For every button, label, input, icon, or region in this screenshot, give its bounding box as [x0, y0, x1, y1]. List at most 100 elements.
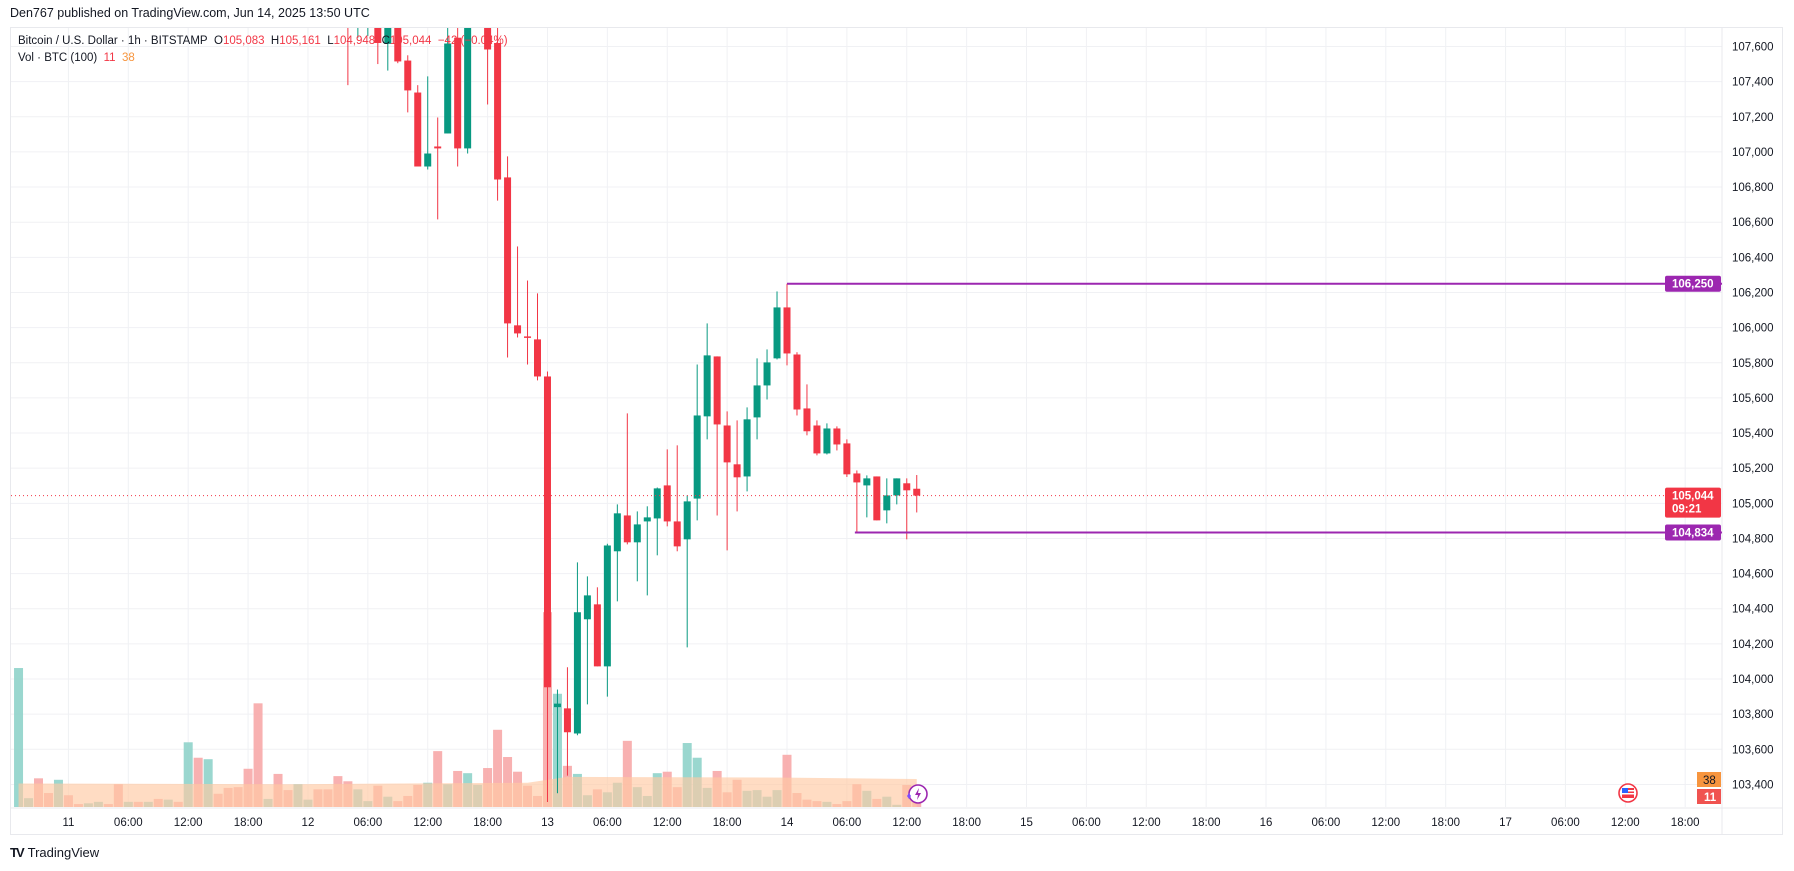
symbol-title: Bitcoin / U.S. Dollar · 1h · BITSTAMP — [18, 35, 208, 47]
candle-down — [534, 339, 541, 377]
candle-down — [434, 146, 442, 149]
resistance-price-tag-bg — [1665, 275, 1721, 292]
candle-down — [843, 443, 851, 475]
candle-down — [813, 425, 821, 454]
price-label: 105,600 — [1732, 393, 1774, 405]
price-label: 103,600 — [1732, 744, 1774, 756]
candle-down — [543, 376, 551, 688]
time-label: 16 — [1260, 817, 1273, 829]
tradingview-watermark[interactable]: TV TradingView — [10, 845, 99, 860]
volume-tag: 11 — [1704, 792, 1717, 804]
support-price-tag: 104,834 — [1672, 527, 1714, 539]
price-label: 106,000 — [1732, 323, 1774, 335]
candle-down — [803, 408, 811, 432]
grid — [11, 28, 1782, 834]
volume-value: 11 — [103, 52, 116, 64]
time-label: 12:00 — [174, 817, 203, 829]
candle-down — [514, 325, 522, 334]
candle-up — [613, 513, 621, 552]
price-label: 104,800 — [1732, 533, 1774, 545]
time-axis[interactable]: 11 06:00 12:00 18:00 12 06:00 12:00 18:00 13 06:0… — [62, 817, 1699, 829]
time-label: 06:00 — [593, 817, 622, 829]
volume-bar-down — [622, 740, 632, 807]
candle-down — [344, 0, 351, 20]
volume-bar-down — [253, 703, 263, 807]
volume-ma-value: 38 — [121, 52, 135, 64]
candle-up — [703, 355, 711, 417]
candle-down — [454, 37, 462, 149]
price-label: 105,400 — [1732, 428, 1774, 440]
symbol-legend[interactable]: Bitcoin / U.S. Dollar · 1h · BITSTAMP O1… — [18, 35, 508, 47]
price-axis[interactable]: 107,600 107,400 107,200 107,000 106,800 106,6… — [1732, 42, 1774, 792]
candle-up — [474, 0, 481, 11]
time-label: 11 — [62, 817, 74, 829]
candle-up — [693, 415, 701, 499]
candle-up — [573, 612, 581, 734]
candles — [344, 0, 921, 803]
candle-up — [763, 362, 771, 386]
price-label: 105,800 — [1732, 358, 1774, 370]
support-price-tag-bg — [1665, 524, 1721, 541]
candle-down — [593, 604, 601, 667]
volume-bar-up — [682, 743, 692, 807]
tradingview-logo-icon: TV — [10, 845, 25, 860]
volume-bar-up — [183, 742, 193, 807]
current-price-tag-bg — [1665, 487, 1721, 518]
candle-down — [623, 515, 631, 543]
candle-up — [364, 0, 371, 3]
price-label: 103,800 — [1732, 709, 1774, 721]
time-label: 18:00 — [713, 817, 742, 829]
candle-down — [663, 485, 671, 522]
candle-down — [783, 307, 791, 354]
watermark-text: TradingView — [27, 845, 100, 860]
candle-up — [633, 524, 641, 543]
time-label: 12:00 — [653, 817, 682, 829]
candle-up — [553, 703, 561, 708]
price-label: 106,200 — [1732, 287, 1774, 299]
candle-up — [444, 43, 452, 134]
volume-pane — [14, 612, 922, 807]
time-label: 18:00 — [473, 817, 502, 829]
lightning-icon[interactable] — [907, 784, 928, 804]
time-label: 15 — [1020, 817, 1033, 829]
price-label: 104,600 — [1732, 569, 1774, 581]
candle-up — [384, 28, 392, 44]
open-label: O — [213, 35, 223, 47]
price-label: 105,200 — [1732, 463, 1774, 475]
candle-down — [853, 473, 861, 483]
current-price-tag-countdown: 09:21 — [1672, 504, 1702, 516]
candle-up — [583, 595, 591, 620]
price-label: 107,200 — [1732, 112, 1774, 124]
candle-down — [524, 336, 532, 338]
price-label: 106,400 — [1732, 252, 1774, 264]
time-label: 06:00 — [114, 817, 143, 829]
candle-down — [563, 708, 571, 733]
time-label: 12:00 — [1611, 817, 1640, 829]
volume-bar-up — [203, 759, 213, 807]
price-label: 106,600 — [1732, 217, 1774, 229]
volume-bar-down — [503, 757, 513, 807]
candle-up — [464, 28, 472, 149]
price-label: 104,200 — [1732, 639, 1774, 651]
time-label: 17 — [1499, 817, 1512, 829]
candle-down — [494, 42, 502, 180]
time-label: 06:00 — [1551, 817, 1580, 829]
volume-bar-down — [193, 757, 203, 807]
candle-up — [354, 0, 361, 11]
candle-down — [723, 425, 731, 463]
candle-up — [823, 428, 831, 454]
candle-up — [893, 478, 901, 496]
volume-bar-down — [433, 751, 443, 807]
time-label: 06:00 — [1072, 817, 1101, 829]
low-label: L — [327, 35, 334, 47]
us-flag-icon[interactable] — [1618, 783, 1638, 803]
time-label: 12:00 — [1132, 817, 1161, 829]
candle-up — [424, 153, 432, 167]
time-label: 12:00 — [1371, 817, 1400, 829]
volume-legend[interactable]: Vol · BTC (100) 11 38 — [18, 52, 135, 64]
time-label: 18:00 — [1192, 817, 1221, 829]
candle-up — [753, 385, 761, 418]
price-label: 107,000 — [1732, 147, 1774, 159]
